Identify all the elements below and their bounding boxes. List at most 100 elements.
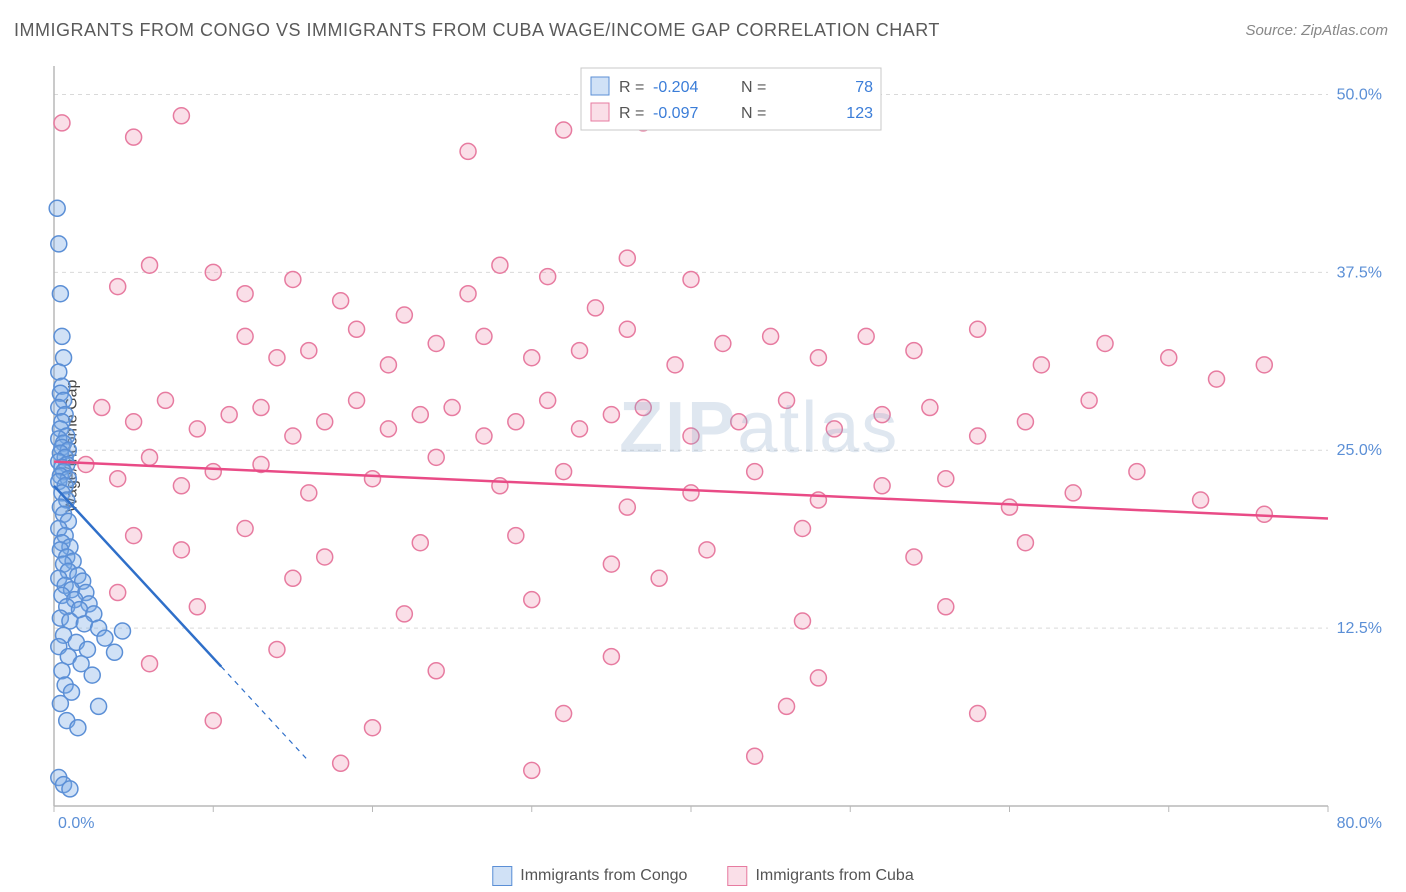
data-point [779,392,795,408]
data-point [205,713,221,729]
data-point [70,720,86,736]
data-point [794,613,810,629]
stats-swatch [591,77,609,95]
data-point [970,428,986,444]
data-point [365,471,381,487]
data-point [396,606,412,622]
data-point [603,407,619,423]
data-point [826,421,842,437]
data-point [524,762,540,778]
data-point [1193,492,1209,508]
data-point [619,321,635,337]
y-tick-label: 50.0% [1337,86,1382,103]
data-point [84,667,100,683]
stats-r-value: -0.097 [653,105,698,122]
data-point [524,350,540,366]
data-point [173,108,189,124]
y-tick-label: 25.0% [1337,442,1382,459]
data-point [205,464,221,480]
stats-n-label: N = [741,79,766,96]
stats-r-label: R = [619,79,644,96]
data-point [460,143,476,159]
legend-swatch [727,866,747,886]
data-point [938,599,954,615]
data-point [747,464,763,480]
data-point [572,421,588,437]
data-point [189,599,205,615]
data-point [54,115,70,131]
data-point [317,414,333,430]
data-point [1209,371,1225,387]
data-point [269,350,285,366]
data-point [1081,392,1097,408]
data-point [540,392,556,408]
legend-swatch [492,866,512,886]
data-point [1017,535,1033,551]
data-point [556,122,572,138]
data-point [683,428,699,444]
data-point [763,328,779,344]
data-point [110,471,126,487]
data-point [970,321,986,337]
data-point [476,328,492,344]
data-point [349,321,365,337]
stats-n-value: 123 [846,105,873,122]
data-point [810,350,826,366]
data-point [476,428,492,444]
data-point [922,400,938,416]
data-point [126,414,142,430]
data-point [333,293,349,309]
data-point [428,336,444,352]
data-point [1097,336,1113,352]
data-point [317,549,333,565]
data-point [173,542,189,558]
data-point [396,307,412,323]
data-point [253,400,269,416]
data-point [779,698,795,714]
data-point [667,357,683,373]
stats-n-label: N = [741,105,766,122]
legend-item: Immigrants from Congo [492,866,687,886]
data-point [412,535,428,551]
data-point [52,286,68,302]
data-point [810,670,826,686]
legend-item: Immigrants from Cuba [727,866,913,886]
data-point [107,644,123,660]
data-point [619,250,635,266]
data-point [126,129,142,145]
data-point [189,421,205,437]
data-point [603,649,619,665]
data-point [94,400,110,416]
data-point [572,343,588,359]
data-point [205,264,221,280]
data-point [52,696,68,712]
data-point [51,236,67,252]
data-point [110,585,126,601]
data-point [269,641,285,657]
data-point [1129,464,1145,480]
data-point [1256,357,1272,373]
data-point [349,392,365,408]
data-point [62,781,78,797]
data-point [874,407,890,423]
data-point [54,663,70,679]
data-point [492,257,508,273]
data-point [508,528,524,544]
data-point [587,300,603,316]
data-point [444,400,460,416]
data-point [142,449,158,465]
data-point [97,630,113,646]
data-point [54,328,70,344]
legend-label: Immigrants from Cuba [755,867,913,884]
data-point [237,286,253,302]
data-point [858,328,874,344]
data-point [285,570,301,586]
data-point [126,528,142,544]
stats-n-value: 78 [855,79,873,96]
stats-r-label: R = [619,105,644,122]
data-point [91,698,107,714]
data-point [365,720,381,736]
data-point [1017,414,1033,430]
data-point [285,428,301,444]
data-point [110,279,126,295]
